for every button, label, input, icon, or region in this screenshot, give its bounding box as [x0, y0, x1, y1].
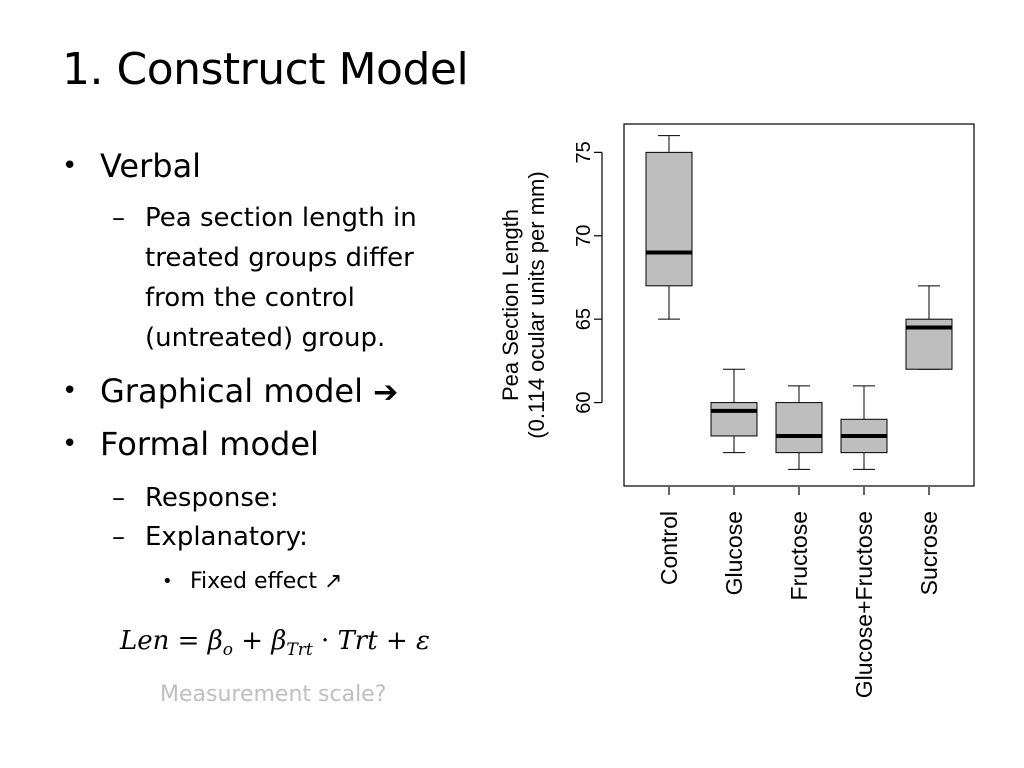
dash-marker: –	[112, 203, 125, 233]
x-tick-label: Sucrose	[916, 511, 942, 595]
formula-beta: β	[207, 626, 223, 656]
y-tick-label: 75	[573, 141, 595, 163]
box	[840, 385, 888, 470]
bullet-formal-label: Formal model	[100, 425, 319, 463]
box	[905, 285, 953, 370]
box-body	[775, 402, 823, 454]
box	[710, 368, 758, 454]
box	[645, 135, 693, 320]
bullet-dot: •	[62, 151, 78, 181]
explanatory-label: Explanatory:	[145, 522, 308, 552]
y-axis-label-line1: Pea Section Length	[498, 209, 523, 401]
formula-plus: +	[385, 626, 408, 656]
bullet-graphical-label: Graphical model	[100, 372, 363, 410]
y-axis: 60 65 70 75	[573, 141, 603, 414]
formula-dot: ·	[320, 626, 330, 656]
x-tick-label: Glucose	[721, 511, 747, 595]
x-tick-label: Fructose	[786, 511, 812, 600]
bullet-verbal-label: Verbal	[100, 147, 202, 185]
response-label: Response:	[145, 483, 279, 513]
y-axis-label-line2: (0.114 ocular units per mm)	[524, 171, 549, 438]
x-axis: Control Glucose Fructose Glucose+Fructose Su…	[656, 487, 942, 698]
x-tick-label: Glucose+Fructose	[851, 511, 877, 698]
formula-lhs: Len	[120, 626, 170, 656]
box-body	[710, 402, 758, 437]
fixed-effect-label: Fixed effect	[190, 569, 317, 594]
formula-sub-trt: Trt	[286, 640, 313, 661]
verbal-detail-text: Pea section length in treated groups dif…	[145, 203, 417, 353]
slide-title: 1. Construct Model	[62, 44, 469, 95]
right-arrow-icon: ➔	[373, 375, 399, 410]
formula-beta: β	[271, 626, 287, 656]
bullet-dot: •	[62, 429, 78, 459]
y-tick-label: 70	[573, 225, 595, 247]
model-formula: Len = βo + βTrt · Trt + ε	[120, 626, 430, 660]
bullet-dot: •	[62, 376, 78, 406]
formula-sub-o: o	[222, 640, 234, 661]
formula-trt: Trt	[337, 626, 378, 656]
dash-marker: –	[112, 522, 125, 552]
x-tick-label: Control	[656, 511, 682, 585]
y-tick-label: 60	[573, 391, 595, 413]
formula-plus: +	[241, 626, 264, 656]
box-body	[645, 151, 693, 287]
formula-epsilon: ε	[416, 626, 430, 656]
bullet-dot: •	[162, 571, 173, 592]
y-tick-label: 65	[573, 308, 595, 330]
plot-frame	[623, 123, 975, 487]
measurement-note: Measurement scale?	[160, 682, 387, 707]
boxplot-chart: 60 65 70 75 Control Glucose Fructose Glucose+F…	[498, 123, 975, 698]
diagonal-arrow-icon: ↗	[323, 569, 343, 594]
dash-marker: –	[112, 483, 125, 513]
box-group	[645, 135, 953, 470]
formula-equals: =	[177, 626, 200, 656]
box	[775, 385, 823, 470]
